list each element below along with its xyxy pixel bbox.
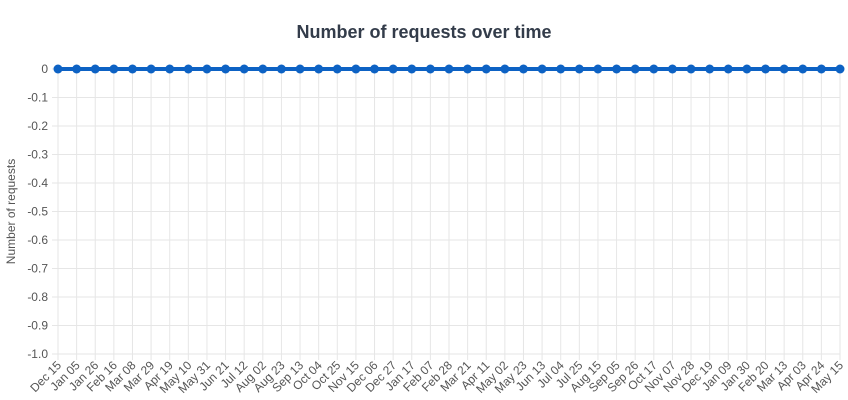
data-point — [761, 64, 771, 74]
y-tick-label: -0.1 — [27, 91, 48, 105]
data-point — [612, 64, 622, 74]
data-point — [500, 64, 510, 74]
data-point — [72, 64, 82, 74]
data-point — [686, 64, 696, 74]
data-point — [649, 64, 659, 74]
y-tick-label: -0.3 — [27, 148, 48, 162]
data-point — [388, 64, 398, 74]
data-point — [276, 64, 286, 74]
data-point — [593, 64, 603, 74]
data-point — [463, 64, 473, 74]
y-tick-label: -0.5 — [27, 205, 48, 219]
data-point — [537, 64, 547, 74]
data-point — [258, 64, 268, 74]
data-point — [798, 64, 808, 74]
data-point — [351, 64, 361, 74]
y-tick-label: -0.7 — [27, 262, 48, 276]
y-tick-label: -0.4 — [27, 176, 48, 190]
data-point — [332, 64, 342, 74]
data-point — [630, 64, 640, 74]
data-point — [165, 64, 175, 74]
data-point — [425, 64, 435, 74]
y-tick-label: 0 — [41, 62, 48, 76]
data-point — [816, 64, 826, 74]
data-point — [370, 64, 380, 74]
data-point — [481, 64, 491, 74]
data-point — [667, 64, 677, 74]
data-point — [835, 64, 845, 74]
y-tick-label: -0.8 — [27, 290, 48, 304]
data-point — [574, 64, 584, 74]
data-point — [779, 64, 789, 74]
data-point — [109, 64, 119, 74]
y-tick-label: -0.6 — [27, 233, 48, 247]
data-point — [90, 64, 100, 74]
data-point — [202, 64, 212, 74]
data-point — [183, 64, 193, 74]
data-point — [146, 64, 156, 74]
chart-title: Number of requests over time — [296, 22, 552, 42]
data-point — [53, 64, 63, 74]
data-point — [705, 64, 715, 74]
data-point — [127, 64, 137, 74]
y-tick-label: -0.9 — [27, 319, 48, 333]
data-point — [221, 64, 231, 74]
data-point — [556, 64, 566, 74]
data-point — [742, 64, 752, 74]
data-point — [407, 64, 417, 74]
y-axis-title: Number of requests — [4, 159, 18, 264]
data-point — [239, 64, 249, 74]
y-tick-label: -0.2 — [27, 119, 48, 133]
data-point — [723, 64, 733, 74]
data-point — [314, 64, 324, 74]
data-point — [518, 64, 528, 74]
y-tick-label: -1.0 — [27, 347, 48, 361]
data-point — [295, 64, 305, 74]
data-point — [444, 64, 454, 74]
